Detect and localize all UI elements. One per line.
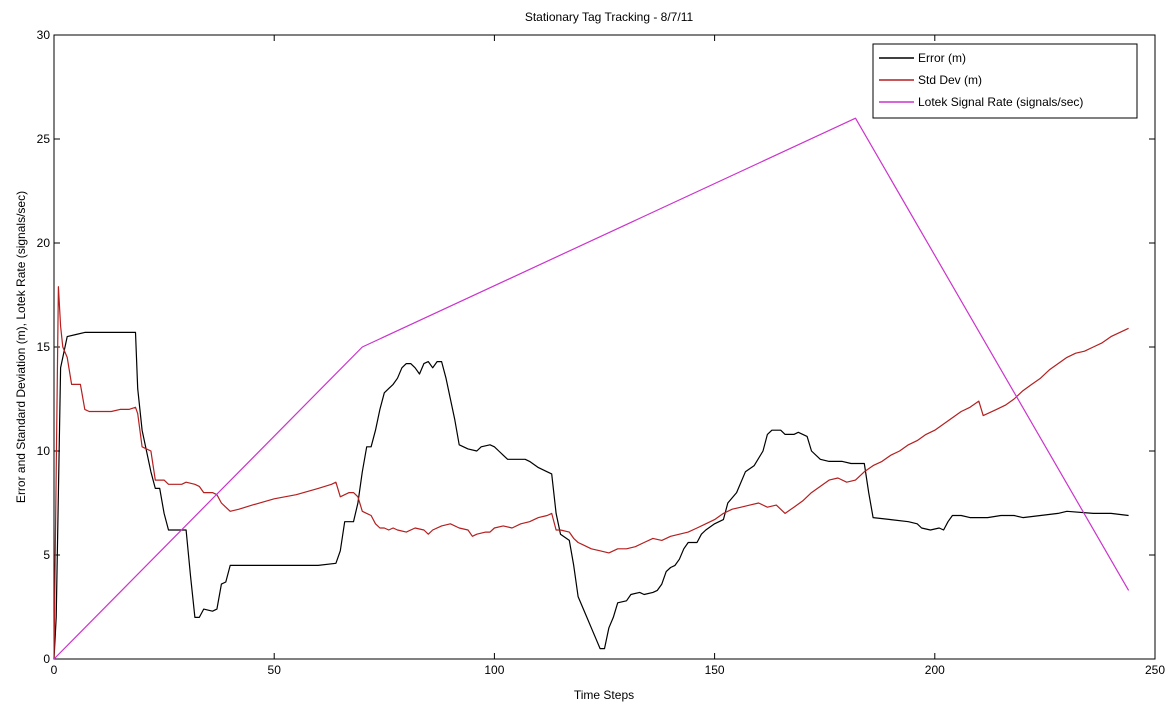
chart-title: Stationary Tag Tracking - 8/7/11 <box>525 10 694 24</box>
y-tick-label: 5 <box>43 548 50 562</box>
series-line-lotek-signal-rate <box>53 117 1130 660</box>
x-tick-label: 200 <box>925 663 945 677</box>
x-tick-label: 100 <box>484 663 504 677</box>
y-tick-label: 15 <box>37 340 51 354</box>
y-tick-label: 25 <box>37 132 51 146</box>
series-lines <box>53 117 1130 660</box>
y-tick-label: 0 <box>43 652 50 666</box>
series-line-std-dev <box>53 286 1129 660</box>
legend-label-lotek-signal-rate: Lotek Signal Rate (signals/sec) <box>918 95 1083 109</box>
tick-labels: 0 50 100 150 200 250 0 5 10 15 20 25 30 <box>37 28 1166 677</box>
legend-entries: Error (m) Std Dev (m) Lotek Signal Rate (s… <box>879 51 1083 109</box>
x-tick-label: 150 <box>705 663 725 677</box>
y-tick-label: 30 <box>37 28 51 42</box>
y-tick-label: 10 <box>37 444 51 458</box>
legend-label-std-dev: Std Dev (m) <box>918 73 982 87</box>
series-line-error <box>53 331 1129 660</box>
axes-box <box>53 34 1156 660</box>
y-tick-label: 20 <box>37 236 51 250</box>
legend-label-error: Error (m) <box>918 51 966 65</box>
x-tick-label: 50 <box>268 663 282 677</box>
legend: Error (m) Std Dev (m) Lotek Signal Rate (s… <box>872 43 1138 119</box>
x-tick-label: 250 <box>1145 663 1165 677</box>
y-axis-label: Error and Standard Deviation (m), Lotek … <box>14 191 28 503</box>
plot-area: 0 50 100 150 200 250 0 5 10 15 20 25 30 <box>37 28 1166 677</box>
x-tick-label: 0 <box>51 663 58 677</box>
x-axis-label: Time Steps <box>574 688 634 702</box>
legend-box <box>872 43 1138 119</box>
